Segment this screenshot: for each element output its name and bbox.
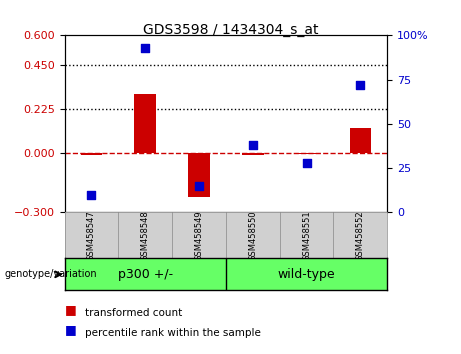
Text: percentile rank within the sample: percentile rank within the sample (85, 328, 261, 338)
Bar (81, 153, 102, 155)
Bar (242, 153, 264, 155)
Text: GSM458551: GSM458551 (302, 210, 311, 261)
Text: transformed count: transformed count (85, 308, 183, 318)
Point (195, 183, 203, 189)
Text: GSM458550: GSM458550 (248, 210, 257, 261)
Text: GSM458548: GSM458548 (141, 210, 150, 261)
Bar (296, 153, 317, 154)
Bar (349, 128, 371, 153)
Text: p300 +/-: p300 +/- (118, 268, 173, 281)
Point (142, 45, 149, 51)
Text: GSM458549: GSM458549 (195, 210, 203, 261)
Point (88, 192, 95, 198)
Point (357, 82, 364, 88)
Text: GSM458547: GSM458547 (87, 210, 96, 261)
Point (249, 142, 256, 148)
Text: ■: ■ (65, 303, 76, 316)
Bar (135, 95, 156, 153)
Text: ■: ■ (65, 323, 76, 336)
Bar (188, 153, 210, 197)
Point (303, 160, 310, 166)
Text: GSM458552: GSM458552 (356, 210, 365, 261)
Text: GDS3598 / 1434304_s_at: GDS3598 / 1434304_s_at (143, 23, 318, 37)
Text: genotype/variation: genotype/variation (5, 269, 97, 279)
Text: wild-type: wild-type (278, 268, 335, 281)
